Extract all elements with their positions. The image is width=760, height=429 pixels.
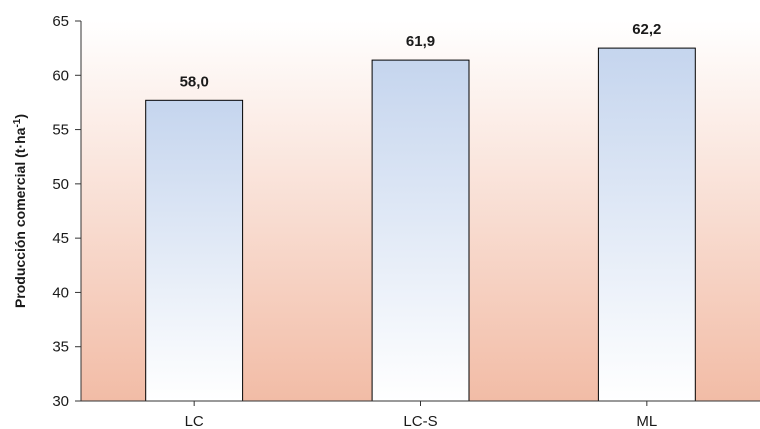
x-tick-label-ml: ML <box>636 413 657 429</box>
bars-layer <box>145 47 696 402</box>
y-axis-title: Producción comercial (t·ha-1) <box>12 114 29 308</box>
bar-lc <box>145 99 244 402</box>
data-label-lc: 58,0 <box>180 73 209 90</box>
y-tick-label-40: 40 <box>52 284 69 301</box>
axes-layer <box>75 20 760 406</box>
bar-ml <box>597 47 696 402</box>
y-tick-label-65: 65 <box>52 13 69 30</box>
y-tick-label-55: 55 <box>52 122 69 139</box>
data-label-ml: 62,2 <box>632 21 661 38</box>
y-axis-title-sup: -1 <box>12 118 23 127</box>
labels-layer: 58,0 LC 61,9 LC-S 62,2 ML 30 35 40 45 50 55 60 65 <box>52 13 661 429</box>
y-tick-label-50: 50 <box>52 176 69 193</box>
data-label-lc-s: 61,9 <box>406 33 435 50</box>
y-tick-label-30: 30 <box>52 393 69 410</box>
y-tick-label-45: 45 <box>52 230 69 247</box>
x-tick-label-lc-s: LC-S <box>403 413 437 429</box>
x-tick-label-lc: LC <box>185 413 204 429</box>
y-axis-title-main: Producción comercial (t·ha <box>12 127 28 308</box>
y-tick-label-60: 60 <box>52 67 69 84</box>
bar-lc-s <box>371 59 470 402</box>
y-tick-label-35: 35 <box>52 339 69 356</box>
y-axis-title-close: ) <box>12 114 28 119</box>
